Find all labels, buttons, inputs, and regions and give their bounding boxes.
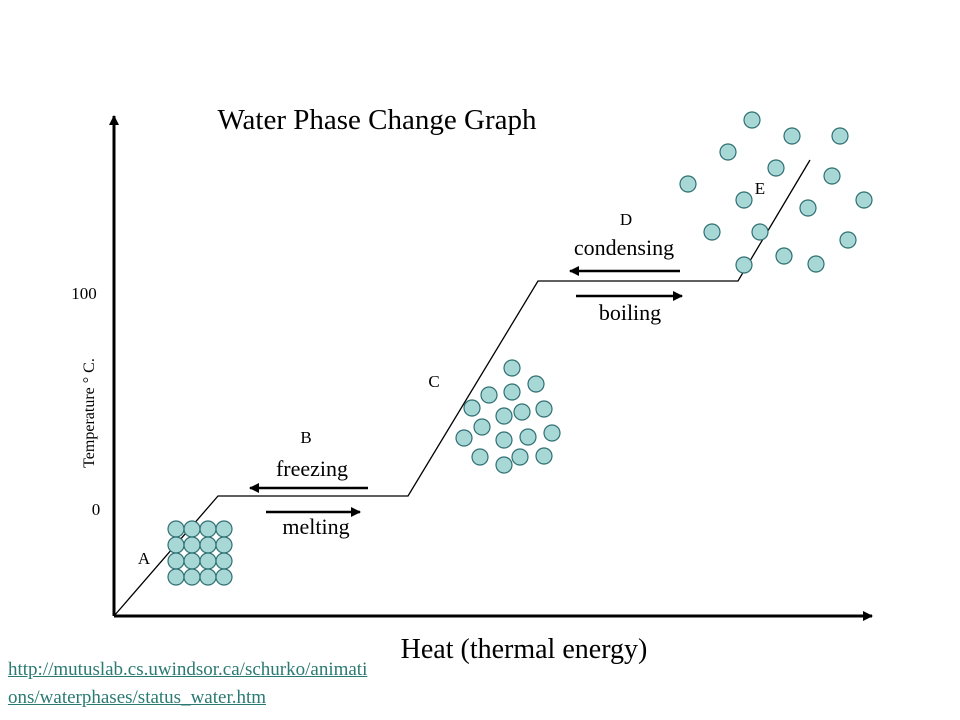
gas-particle [735,191,753,209]
condensing-label: condensing [574,235,674,260]
gas-particle [807,255,825,273]
point-label-d: D [620,210,632,229]
solid-particle [183,520,201,538]
gas-particle [703,223,721,241]
solid-particle [183,536,201,554]
solid-particle [167,552,185,570]
point-label-a: A [138,549,151,568]
liquid-particle [511,448,529,466]
liquid-particles-group [455,359,561,474]
gas-particle [735,256,753,274]
liquid-particle [495,407,513,425]
liquid-particle [543,424,561,442]
solid-particle [199,552,217,570]
y-tick-0: 0 [92,500,101,519]
gas-particle [751,223,769,241]
solid-particle [199,536,217,554]
solid-particle [199,568,217,586]
gas-particle [719,143,737,161]
boiling-label: boiling [599,300,661,325]
source-link-line2[interactable]: ons/waterphases/status_water.htm [8,687,267,708]
gas-particle [783,127,801,145]
diagram-title: Water Phase Change Graph [218,104,537,136]
x-axis-label: Heat (thermal energy) [401,634,648,665]
gas-particle [775,247,793,265]
solid-particle [215,552,233,570]
liquid-particle [480,386,498,404]
y-tick-100: 100 [71,284,97,303]
solid-particle [167,520,185,538]
melting-label: melting [282,514,349,539]
solid-particles-group [167,520,233,586]
solid-particle [215,568,233,586]
point-label-e: E [755,179,765,198]
point-label-c: C [428,372,439,391]
liquid-particle [503,383,521,401]
liquid-particle [513,403,531,421]
solid-particle [167,568,185,586]
point-label-b: B [300,428,311,447]
freezing-label: freezing [276,456,348,481]
source-link[interactable]: http://mutuslab.cs.uwindsor.ca/schurko/a… [8,656,478,712]
solid-particle [215,536,233,554]
solid-particle [215,520,233,538]
liquid-particle [535,400,553,418]
liquid-particle [535,447,553,465]
gas-particle [743,111,761,129]
liquid-particle [495,456,513,474]
gas-particle [831,127,849,145]
solid-particle [183,568,201,586]
gas-particle [839,231,857,249]
liquid-particle [455,429,473,447]
liquid-particle [473,418,491,436]
y-axis-label: Temperature ° C. [81,358,98,468]
gas-particle [679,175,697,193]
gas-particle [855,191,873,209]
liquid-particle [503,359,521,377]
solid-particle [167,536,185,554]
liquid-particle [471,448,489,466]
solid-particle [199,520,217,538]
gas-particles-group [679,111,873,274]
source-link-line1[interactable]: http://mutuslab.cs.uwindsor.ca/schurko/a… [8,659,368,680]
liquid-particle [495,431,513,449]
liquid-particle [463,399,481,417]
liquid-particle [519,428,537,446]
liquid-particle [527,375,545,393]
gas-particle [767,159,785,177]
solid-particle [183,552,201,570]
gas-particle [799,199,817,217]
gas-particle [823,167,841,185]
